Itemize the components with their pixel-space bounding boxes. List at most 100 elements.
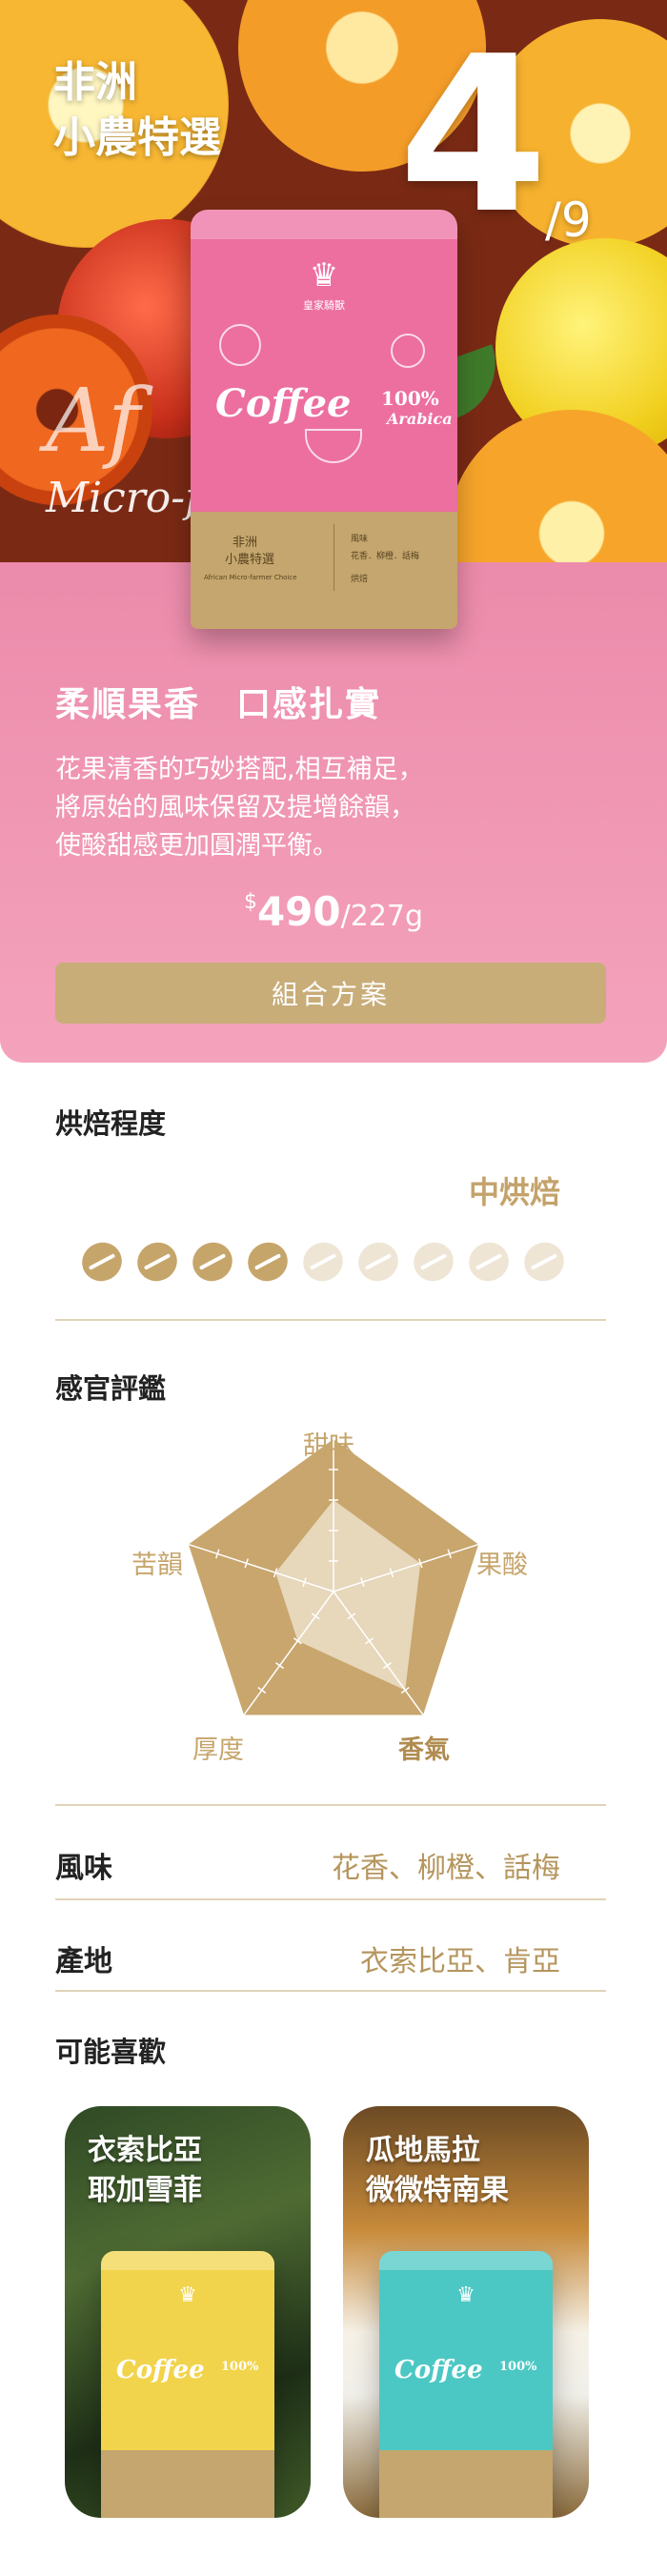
bag-arabica-word: Arabica: [387, 410, 453, 428]
origin-key: 產地: [55, 1945, 112, 1978]
bag-seal: [101, 2251, 274, 2271]
radar-tick: [447, 1549, 452, 1559]
radar-tick: [293, 1637, 302, 1645]
radar-tick: [382, 1662, 392, 1670]
radar-tick: [389, 1568, 394, 1578]
radar-tick: [275, 1662, 285, 1670]
product-description: 花果清香的巧妙搭配,相互補足， 將原始的風味保留及提增餘韻， 使酸甜感更加圓潤平…: [55, 751, 627, 865]
coffee-bag-image: ♛ 皇家騎獸 Coffee 100% Arabica 非洲 小農特選 Afric…: [191, 210, 457, 629]
coffee-bag-image: ♛ Coffee 100%: [101, 2251, 274, 2518]
coffee-bean-empty-icon: [462, 1235, 515, 1288]
recommend-card-yirgacheffe[interactable]: 衣索比亞 耶加雪菲 ♛ Coffee 100%: [65, 2106, 311, 2518]
doodle-icon: [391, 334, 425, 368]
orange-slice-image: [486, 19, 667, 248]
coffee-bean-empty-icon: [352, 1235, 405, 1288]
radar-label-acid: 果酸: [476, 1551, 528, 1580]
recommend-card-huehuetenango[interactable]: 瓜地馬拉 微微特南果 ♛ Coffee 100%: [343, 2106, 589, 2518]
price-amount: 490: [256, 888, 341, 935]
radar-label-sweet: 甜味: [303, 1431, 354, 1461]
hero-title-line2: 小農特選: [53, 113, 221, 162]
bag-name-line1: 非洲: [232, 536, 258, 550]
radar-tick: [418, 1558, 423, 1569]
sensory-radar-chart: [188, 1439, 479, 1715]
roast-level-value: 中烘焙: [468, 1174, 560, 1210]
bag-coffee-word: Coffee: [215, 381, 352, 426]
radar-tick: [257, 1687, 267, 1694]
radar-label-aroma: 香氣: [398, 1735, 450, 1765]
hero-title: 非洲 小農特選: [53, 55, 221, 166]
radar-tick: [244, 1558, 249, 1569]
desc-line: 使酸甜感更加圓潤平衡。: [55, 831, 338, 861]
recommend-section-title: 可能喜歡: [55, 2036, 167, 2068]
radar-score-area: [275, 1500, 421, 1691]
bag-coffee-word: Coffee: [116, 2356, 205, 2384]
desc-line: 花果清香的巧妙搭配,相互補足，: [55, 755, 424, 784]
bag-bottom-panel: [101, 2449, 274, 2518]
bag-seal: [191, 210, 457, 239]
hero-title-line1: 非洲: [53, 58, 137, 107]
coffee-bean-empty-icon: [296, 1235, 350, 1288]
flavor-value: 花香、柳橙、話梅: [332, 1852, 560, 1885]
bag-roast-tag: 烘焙: [351, 575, 369, 584]
desc-line: 將原始的風味保留及提增餘韻，: [55, 793, 415, 822]
bag-bottom-panel: [191, 511, 457, 629]
doodle-icon: [219, 324, 261, 366]
recommend-title-line: 微微特南果: [366, 2174, 509, 2207]
bag-coffee-word: Coffee: [394, 2356, 483, 2384]
bag-name-line2: 小農特選: [225, 553, 275, 567]
radar-tick: [302, 1577, 307, 1588]
divider: [55, 1804, 606, 1806]
divider: [55, 1990, 606, 1992]
recommend-card-title: 衣索比亞 耶加雪菲: [88, 2131, 202, 2211]
crown-logo-icon: ♛: [309, 256, 339, 294]
radar-label-body: 厚度: [192, 1735, 244, 1765]
radar-tick: [273, 1568, 278, 1578]
bag-flavor-tag: 花香．柳橙．話梅: [351, 552, 420, 561]
sensory-section-title: 感官評鑑: [55, 1372, 167, 1405]
bag-arabica-pct: 100%: [499, 2360, 537, 2374]
hero-ghost-text: Af: [46, 370, 140, 472]
coffee-bean-filled-icon: [75, 1235, 129, 1288]
price-currency: $: [243, 890, 257, 914]
orange-slice-image: [448, 410, 667, 562]
coffee-bean-filled-icon: [241, 1235, 294, 1288]
radar-axis-acid: [333, 1543, 479, 1592]
radar-tick: [360, 1577, 365, 1588]
product-headline: 柔順果香 口感扎實: [55, 684, 382, 724]
bag-bottom-panel: [379, 2449, 553, 2518]
bag-seal: [379, 2251, 553, 2271]
bag-tag-label: 風味: [351, 535, 369, 544]
bag-arabica-pct: 100%: [381, 387, 439, 410]
radar-axis-body: [243, 1591, 334, 1715]
radar-tick: [400, 1687, 410, 1694]
crown-logo-icon: ♛: [178, 2283, 197, 2307]
product-total-count: /9: [545, 193, 592, 248]
bag-subtitle: African Micro-farmer Choice: [204, 574, 297, 581]
radar-tick: [215, 1549, 220, 1559]
radar-tick: [365, 1637, 374, 1645]
roast-section-title: 烘焙程度: [55, 1107, 167, 1140]
radar-axis-finish: [188, 1543, 334, 1592]
bundle-plan-button[interactable]: 組合方案: [55, 963, 606, 1024]
radar-tick: [311, 1613, 320, 1620]
crown-logo-icon: ♛: [456, 2283, 475, 2307]
bag-top-panel: [101, 2251, 274, 2450]
recommend-title-line: 瓜地馬拉: [366, 2134, 480, 2167]
coffee-bean-filled-icon: [186, 1235, 239, 1288]
divider: [55, 1898, 606, 1900]
bag-arabica-pct: 100%: [221, 2360, 259, 2374]
coffee-bean-empty-icon: [407, 1235, 460, 1288]
radar-tick: [347, 1613, 356, 1620]
divider: [55, 1319, 606, 1321]
flavor-key: 風味: [55, 1852, 112, 1885]
recommend-title-line: 衣索比亞: [88, 2134, 202, 2167]
radar-label-finish: 苦韻: [131, 1551, 183, 1580]
flower-image: [0, 314, 152, 505]
coffee-bag-image: ♛ Coffee 100%: [379, 2251, 553, 2518]
coffee-bean-empty-icon: [517, 1235, 571, 1288]
origin-value: 衣索比亞、肯亞: [360, 1945, 560, 1978]
recommend-title-line: 耶加雪菲: [88, 2174, 202, 2207]
product-price: $490/227g: [0, 888, 667, 935]
bag-top-panel: [379, 2251, 553, 2450]
radar-axis-aroma: [333, 1591, 424, 1715]
